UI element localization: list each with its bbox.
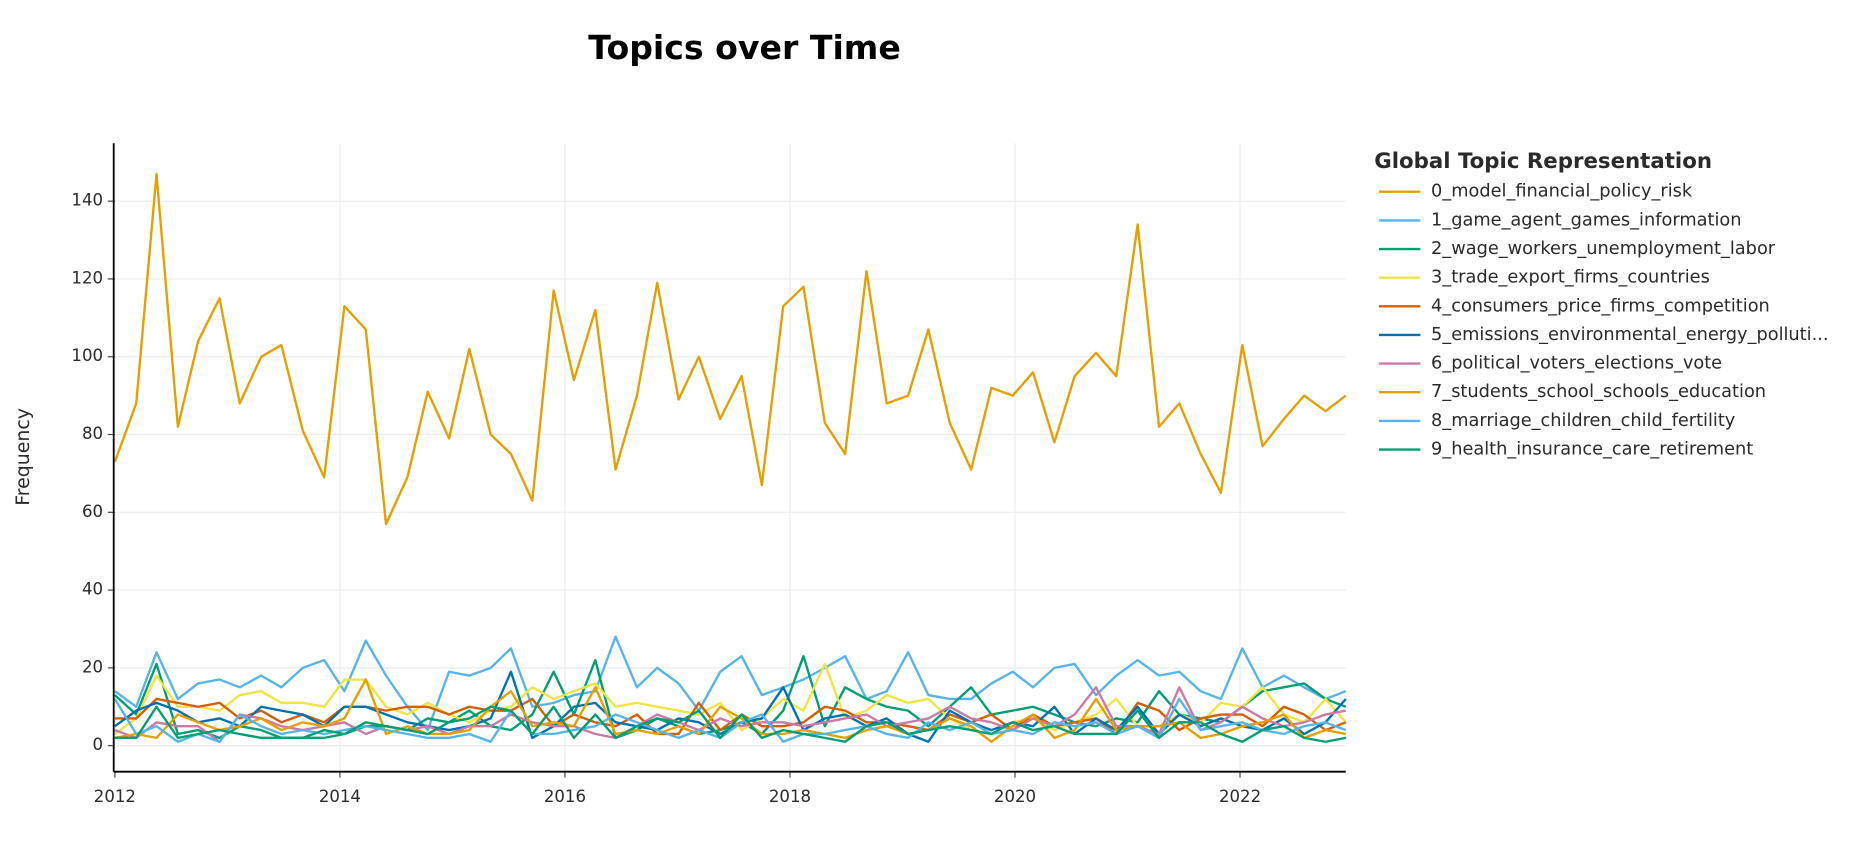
legend-label: 4_consumers_price_firms_competition bbox=[1431, 296, 1770, 316]
axes: 0 20 40 60 80 100 120 140 2012 2014 2016 2018 2020 20… bbox=[71, 143, 1346, 806]
series-line bbox=[114, 635, 1347, 732]
legend-label: 6_political_voters_elections_vote bbox=[1431, 354, 1722, 374]
x-tick-label: 2022 bbox=[1219, 787, 1261, 806]
y-tick-label: 140 bbox=[71, 191, 103, 210]
lines bbox=[113, 172, 1347, 743]
legend: Global Topic Representation 0_model_fina… bbox=[1374, 149, 1828, 459]
chart-title: Topics over Time bbox=[588, 28, 901, 67]
x-tick-label: 2014 bbox=[319, 787, 361, 806]
series-line bbox=[114, 705, 1347, 743]
x-tick-label: 2018 bbox=[769, 787, 811, 806]
y-tick-label: 40 bbox=[82, 580, 103, 599]
y-tick-label: 0 bbox=[92, 735, 103, 754]
legend-label: 0_model_financial_policy_risk bbox=[1431, 182, 1693, 202]
x-tick-label: 2020 bbox=[994, 787, 1036, 806]
legend-label: 2_wage_workers_unemployment_labor bbox=[1431, 239, 1776, 259]
legend-title: Global Topic Representation bbox=[1374, 149, 1712, 174]
series-line bbox=[113, 697, 1347, 743]
y-tick-label: 20 bbox=[82, 657, 103, 676]
x-tick-label: 2012 bbox=[94, 787, 136, 806]
legend-label: 7_students_school_schools_education bbox=[1431, 382, 1766, 402]
legend-label: 3_trade_export_firms_countries bbox=[1431, 268, 1710, 288]
y-axis-label: Frequency bbox=[12, 408, 34, 506]
series-line bbox=[113, 172, 1347, 526]
y-tick-label: 100 bbox=[71, 346, 103, 365]
series-line bbox=[114, 678, 1347, 743]
series-line bbox=[114, 670, 1347, 743]
legend-label: 5_emissions_environmental_energy_polluti… bbox=[1431, 325, 1828, 345]
legend-label: 8_marriage_children_child_fertility bbox=[1431, 411, 1735, 431]
y-tick-label: 80 bbox=[82, 424, 103, 443]
y-tick-label: 60 bbox=[82, 502, 103, 521]
legend-label: 1_game_agent_games_information bbox=[1431, 210, 1741, 230]
y-tick-label: 120 bbox=[71, 268, 103, 287]
legend-label: 9_health_insurance_care_retirement bbox=[1431, 440, 1753, 460]
x-tick-label: 2016 bbox=[544, 787, 586, 806]
grid bbox=[114, 143, 1346, 772]
